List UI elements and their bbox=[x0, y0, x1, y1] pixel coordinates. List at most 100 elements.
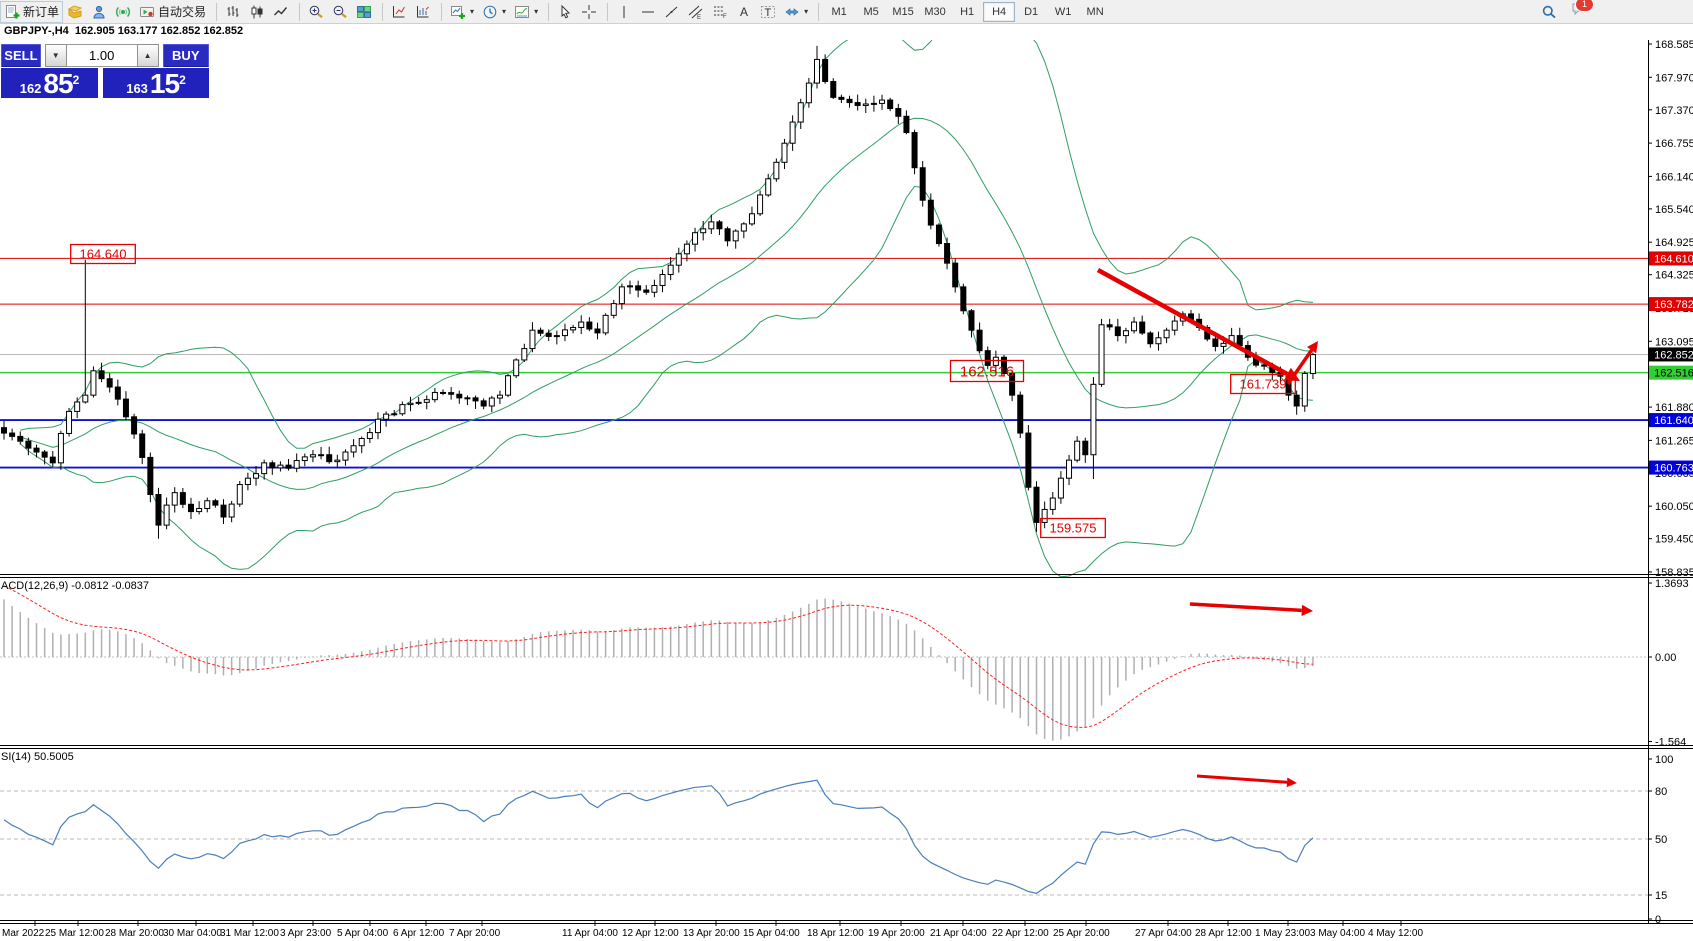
text-button[interactable]: A bbox=[732, 1, 756, 23]
periods-button[interactable]: ▾ bbox=[478, 1, 510, 23]
strategy-tester-button[interactable] bbox=[111, 1, 135, 23]
arrow-shapes-button[interactable]: ▾ bbox=[780, 1, 812, 23]
price-tick-label: 166.140 bbox=[1655, 171, 1693, 183]
arrow-shapes-icon bbox=[784, 4, 800, 20]
tile-windows-button[interactable] bbox=[352, 1, 376, 23]
autotrading-label: 自动交易 bbox=[158, 5, 207, 19]
cursor-button[interactable] bbox=[553, 1, 577, 23]
crosshair-button[interactable] bbox=[577, 1, 601, 23]
sell-button[interactable]: SELL bbox=[1, 44, 41, 67]
volume-increase-button[interactable]: ▲ bbox=[136, 44, 159, 67]
add-indicator-button[interactable]: ▾ bbox=[446, 1, 478, 23]
sell-price-base: 162 bbox=[19, 81, 42, 96]
volume-input[interactable] bbox=[66, 44, 137, 67]
toolbar-separator bbox=[216, 2, 218, 21]
timeframe-m1[interactable]: M1 bbox=[831, 5, 847, 18]
search-icon bbox=[1541, 4, 1557, 20]
auto-arrange-button[interactable] bbox=[387, 1, 411, 23]
equidistant-channel-button[interactable]: E bbox=[684, 1, 708, 23]
chart-shift-icon bbox=[415, 4, 431, 20]
callout-label: 162.516 bbox=[960, 363, 1014, 380]
chevron-down-icon: ▾ bbox=[804, 7, 809, 16]
candle-chart-button[interactable] bbox=[245, 1, 269, 23]
buy-price-fraction: 2 bbox=[179, 73, 186, 87]
timeframe-d1[interactable]: D1 bbox=[1024, 5, 1039, 18]
timeframe-m5[interactable]: M5 bbox=[863, 5, 879, 18]
price-tick-label: 165.540 bbox=[1655, 204, 1693, 216]
profiles-button[interactable] bbox=[63, 1, 87, 23]
svg-text:A: A bbox=[740, 5, 748, 19]
market-watch-button[interactable] bbox=[87, 1, 111, 23]
bollinger-middle bbox=[20, 117, 1313, 490]
price-tick-label: 164.325 bbox=[1655, 270, 1693, 282]
price-tick-label: 158.835 bbox=[1655, 567, 1693, 579]
time-tick-label: 27 Apr 04:00 bbox=[1135, 928, 1192, 939]
templates-button[interactable]: ▾ bbox=[510, 1, 542, 23]
vertical-line-icon bbox=[616, 4, 632, 20]
rsi-arrow-head bbox=[1286, 777, 1297, 788]
chevron-down-icon: ▾ bbox=[502, 7, 507, 16]
buy-button[interactable]: BUY bbox=[162, 44, 209, 67]
time-tick-label: 5 Apr 04:00 bbox=[337, 928, 389, 939]
vertical-line-button[interactable] bbox=[612, 1, 636, 23]
callout-box bbox=[1230, 373, 1296, 395]
sell-price-fraction: 2 bbox=[72, 73, 80, 87]
timeframe-mn[interactable]: MN bbox=[1086, 5, 1104, 18]
time-tick-label: 25 Mar 12:00 bbox=[45, 928, 104, 939]
volume-decrease-button[interactable]: ▼ bbox=[44, 44, 67, 67]
timeframe-m15[interactable]: M15 bbox=[892, 5, 914, 18]
fibonacci-button[interactable]: F bbox=[708, 1, 732, 23]
line-chart-button[interactable] bbox=[269, 1, 293, 23]
new-order-button[interactable]: 新订单 bbox=[0, 0, 64, 23]
time-tick-label: 22 Apr 12:00 bbox=[992, 928, 1049, 939]
autotrading-button[interactable]: 自动交易 bbox=[135, 1, 210, 23]
market-watch-icon bbox=[91, 4, 107, 20]
callout-box bbox=[1040, 517, 1106, 539]
add-indicator-icon bbox=[450, 4, 466, 20]
time-tick-label: 3 May 04:00 bbox=[1310, 928, 1365, 939]
price-badge-label: 162.852 bbox=[1654, 349, 1693, 361]
timeframe-m30[interactable]: M30 bbox=[924, 5, 946, 18]
toolbar-separator bbox=[441, 2, 443, 21]
sell-price-display[interactable]: 162 85 2 bbox=[1, 68, 98, 98]
time-tick-label: 25 Apr 20:00 bbox=[1053, 928, 1110, 939]
horizontal-line-button[interactable] bbox=[636, 1, 660, 23]
strategy-tester-icon bbox=[115, 4, 131, 20]
search-button[interactable] bbox=[1537, 1, 1561, 23]
one-click-trading-panel: SELL ▼ ▲ BUY 162 85 2 163 15 2 bbox=[1, 44, 209, 98]
price-badge-label: 160.763 bbox=[1654, 463, 1693, 475]
time-tick-label: 15 Apr 04:00 bbox=[743, 928, 800, 939]
chevron-down-icon: ▾ bbox=[534, 7, 539, 16]
time-tick-label: 31 Mar 12:00 bbox=[220, 928, 279, 939]
timeframe-w1[interactable]: W1 bbox=[1054, 5, 1072, 18]
text-label-button[interactable]: T bbox=[756, 1, 780, 23]
chart-shift-button[interactable] bbox=[411, 1, 435, 23]
time-tick-label: 30 Mar 04:00 bbox=[163, 928, 222, 939]
svg-text:T: T bbox=[765, 7, 772, 19]
candle-chart-icon bbox=[249, 4, 265, 20]
buy-price-pips: 15 bbox=[149, 68, 180, 99]
periods-icon bbox=[482, 4, 498, 20]
timeframe-h1[interactable]: H1 bbox=[960, 5, 975, 18]
reversal-arrow-head bbox=[1306, 341, 1318, 354]
price-badge bbox=[1649, 460, 1693, 475]
zoom-out-button[interactable] bbox=[328, 1, 352, 23]
rsi-indicator-label: SI(14) 50.5005 bbox=[1, 751, 74, 763]
notifications-button[interactable]: 1 bbox=[1571, 0, 1594, 22]
notification-badge: 1 bbox=[1575, 0, 1594, 12]
price-tick-label: 167.970 bbox=[1655, 72, 1693, 84]
annotation-arrows bbox=[1096, 268, 1318, 788]
svg-text:F: F bbox=[723, 14, 727, 20]
time-tick-label: 18 Apr 12:00 bbox=[807, 928, 864, 939]
buy-price-display[interactable]: 163 15 2 bbox=[103, 68, 209, 98]
price-badge-label: 161.640 bbox=[1654, 415, 1693, 427]
price-badge bbox=[1649, 297, 1693, 312]
time-tick-label: 13 Apr 20:00 bbox=[683, 928, 740, 939]
bar-chart-button[interactable] bbox=[221, 1, 245, 23]
timeframe-h4[interactable]: H4 bbox=[983, 1, 1016, 22]
timeframe-toolbar: M1 M5 M15 M30 H1 H4 D1 W1 MN bbox=[823, 1, 1111, 22]
trend-line-button[interactable] bbox=[660, 1, 684, 23]
zoom-in-button[interactable] bbox=[304, 1, 328, 23]
price-badge-label: 162.516 bbox=[1654, 368, 1693, 380]
